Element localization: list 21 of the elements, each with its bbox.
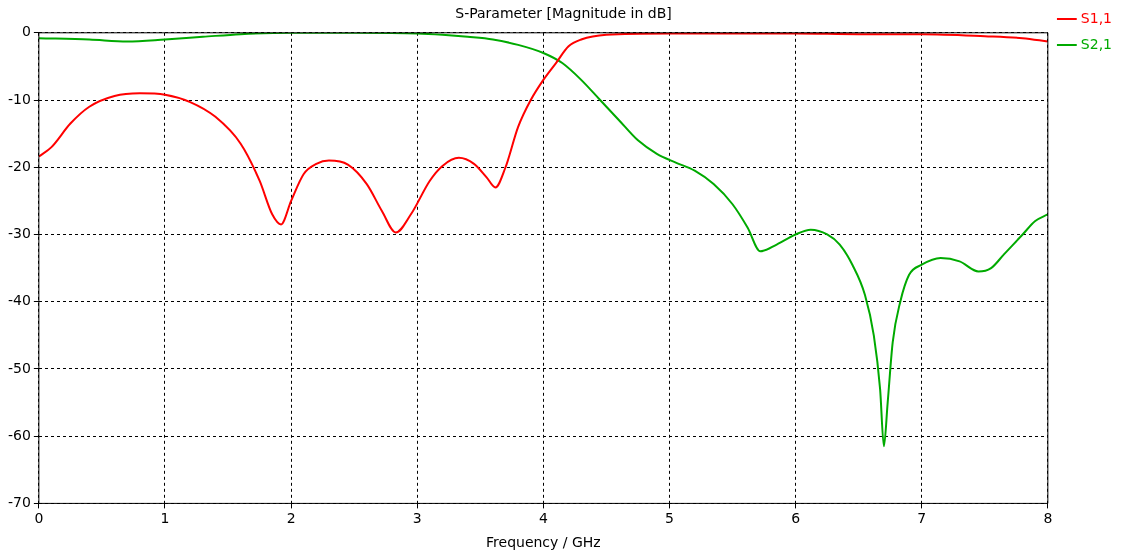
x-tick-label: 1 [160,510,170,527]
y-tick-label: -40 [7,292,31,309]
y-tick-label: 0 [21,23,31,40]
x-tick-label: 7 [917,510,927,527]
x-tick-label: 3 [412,510,422,527]
x-tick-label: 5 [665,510,674,527]
x-tick-label: 6 [791,510,801,527]
y-tick-label: -20 [7,157,31,174]
x-tick-label: 4 [538,510,548,527]
x-axis-title: Frequency / GHz [486,534,601,551]
y-tick-label: -60 [7,426,31,443]
y-tick-label: -70 [7,494,31,511]
y-tick-label: -10 [7,90,31,107]
x-tick-label: 0 [34,510,44,527]
y-tick-label: -50 [7,359,31,376]
x-tick-label: 8 [1043,510,1053,527]
chart-title: S-Parameter [Magnitude in dB] [455,5,672,22]
y-tick-label: -30 [7,225,31,242]
legend-label: S2,1 [1080,35,1112,52]
legend-label: S1,1 [1080,9,1112,26]
x-tick-label: 2 [286,510,296,527]
